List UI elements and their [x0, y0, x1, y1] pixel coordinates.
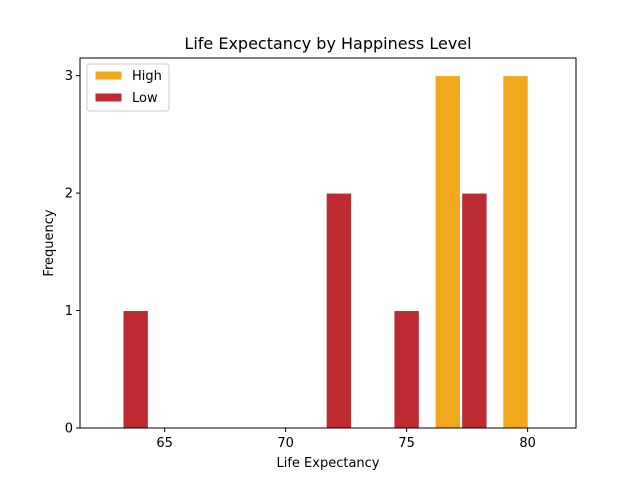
- x-tick-label: 65: [156, 436, 173, 451]
- bar-low-0: [122, 310, 149, 429]
- bar-high-1: [502, 75, 529, 429]
- legend-swatch-high: [94, 70, 123, 81]
- legend-label-high: High: [132, 69, 162, 84]
- bar-low-1: [325, 192, 353, 429]
- x-tick-label: 75: [398, 436, 415, 451]
- y-tick-label: 2: [65, 187, 73, 202]
- legend-label-low: Low: [132, 91, 158, 106]
- x-axis-label: Life Expectancy: [276, 456, 379, 471]
- legend-swatch-low: [94, 92, 123, 103]
- plot-area: [122, 75, 529, 429]
- bar-low-3: [461, 192, 488, 429]
- x-tick-label: 80: [519, 436, 536, 451]
- axes-frame: [79, 57, 577, 429]
- bar-high-0: [434, 75, 461, 429]
- y-axis-label: Frequency: [42, 209, 57, 276]
- x-tick-label: 70: [277, 436, 294, 451]
- y-tick-label: 3: [65, 69, 73, 84]
- y-tick-label: 0: [65, 422, 73, 437]
- bar-low-2: [393, 310, 420, 429]
- y-tick-label: 1: [65, 304, 73, 319]
- x-axis: 65 70 75 80: [156, 428, 536, 451]
- y-axis: 0 1 2 3: [65, 69, 80, 437]
- chart-title: Life Expectancy by Happiness Level: [184, 34, 471, 53]
- legend: High Low: [86, 63, 170, 112]
